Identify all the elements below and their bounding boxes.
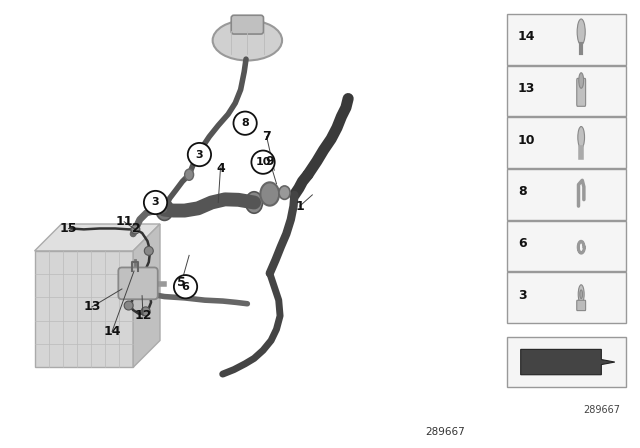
Text: 4: 4 (216, 161, 225, 175)
FancyBboxPatch shape (118, 267, 157, 299)
FancyBboxPatch shape (577, 300, 586, 310)
Circle shape (174, 275, 197, 298)
Bar (508, 220, 625, 271)
Text: 13: 13 (83, 300, 100, 314)
Text: 11: 11 (115, 215, 133, 228)
Ellipse shape (246, 192, 262, 213)
Text: 3: 3 (518, 289, 527, 302)
Text: 6: 6 (518, 237, 527, 250)
Text: 7: 7 (262, 130, 271, 143)
Ellipse shape (279, 186, 290, 199)
Bar (508, 337, 625, 388)
Circle shape (579, 73, 584, 88)
Text: 9: 9 (266, 155, 274, 168)
Bar (508, 169, 625, 220)
Text: 8: 8 (518, 185, 527, 198)
Text: 3: 3 (196, 150, 204, 159)
Bar (508, 14, 625, 65)
Text: 3: 3 (152, 198, 159, 207)
FancyBboxPatch shape (577, 78, 586, 106)
Ellipse shape (260, 182, 279, 206)
Text: 13: 13 (518, 82, 536, 95)
Text: 14: 14 (518, 30, 536, 43)
Circle shape (145, 246, 154, 255)
Text: 6: 6 (182, 282, 189, 292)
Text: 289667: 289667 (425, 427, 465, 437)
Ellipse shape (212, 20, 282, 60)
FancyBboxPatch shape (231, 15, 264, 34)
Text: 15: 15 (60, 222, 77, 235)
Text: 1: 1 (296, 199, 304, 213)
Bar (508, 272, 625, 323)
Circle shape (188, 143, 211, 166)
Polygon shape (133, 224, 160, 367)
Polygon shape (35, 224, 160, 251)
Polygon shape (521, 349, 615, 375)
Circle shape (141, 307, 150, 316)
Circle shape (577, 19, 585, 45)
Circle shape (144, 191, 167, 214)
Text: 289667: 289667 (583, 405, 620, 415)
Circle shape (234, 112, 257, 135)
Text: 12: 12 (134, 309, 152, 323)
Circle shape (124, 301, 133, 310)
Polygon shape (35, 251, 133, 367)
Text: 10: 10 (518, 134, 536, 146)
Text: 10: 10 (255, 157, 271, 167)
Text: 14: 14 (103, 325, 121, 338)
Text: 5: 5 (177, 276, 186, 289)
Circle shape (578, 126, 584, 148)
Text: 8: 8 (241, 118, 249, 128)
Ellipse shape (156, 199, 173, 220)
Circle shape (252, 151, 275, 174)
Circle shape (131, 225, 140, 234)
Circle shape (578, 285, 584, 304)
Circle shape (580, 290, 582, 298)
Ellipse shape (185, 169, 194, 180)
Bar (508, 117, 625, 168)
Text: 2: 2 (132, 222, 141, 235)
Bar (508, 66, 625, 116)
